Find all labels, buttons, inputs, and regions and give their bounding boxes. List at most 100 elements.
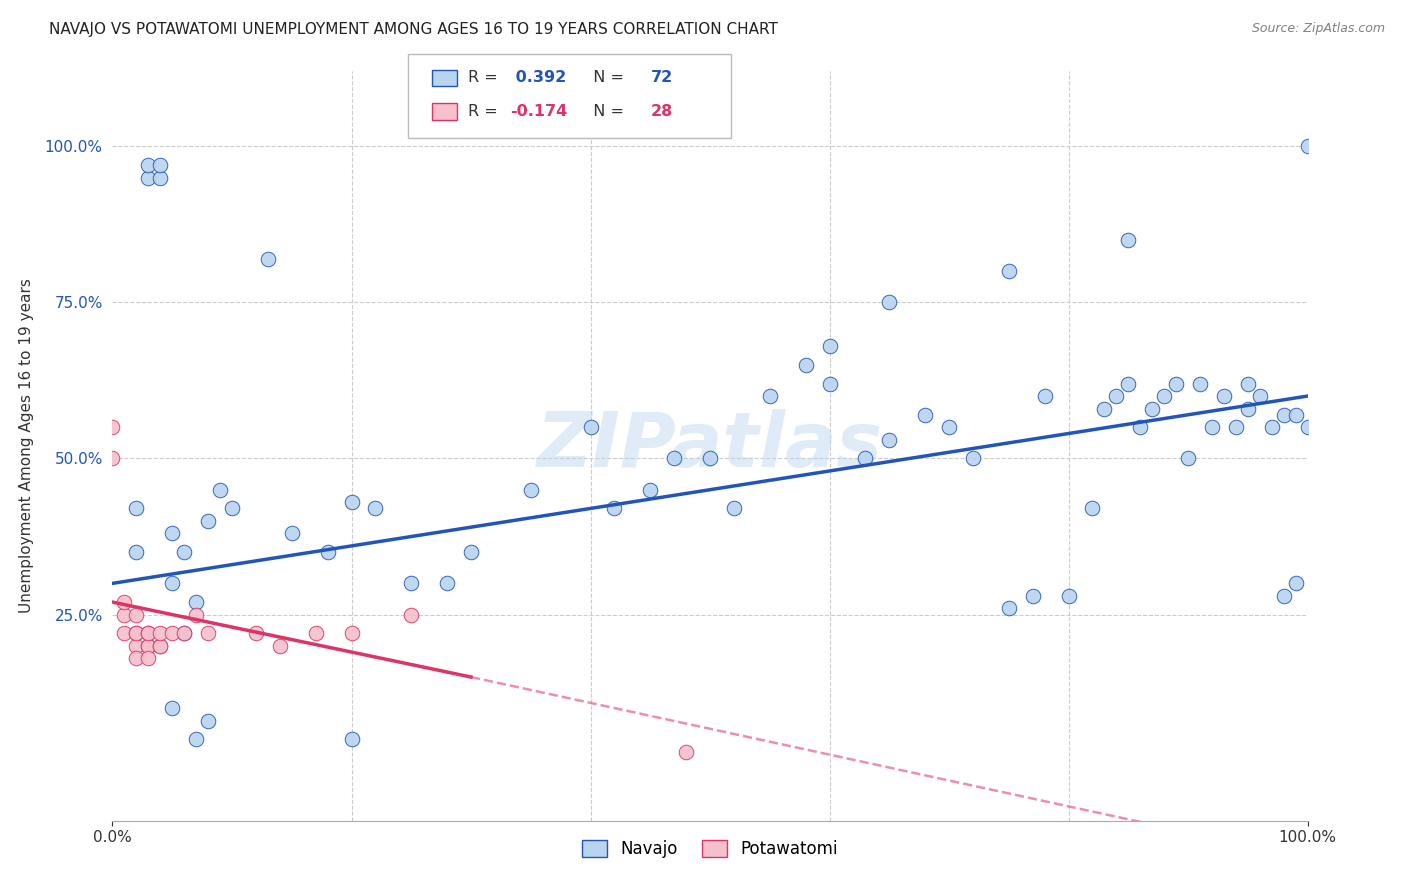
Point [1153, 389, 1175, 403]
Point [101, 451, 124, 466]
Point [603, 501, 626, 516]
Point [138, 639, 160, 653]
Point [1177, 451, 1199, 466]
Point [138, 639, 160, 653]
Point [245, 626, 267, 640]
Point [340, 732, 363, 747]
Text: Source: ZipAtlas.com: Source: ZipAtlas.com [1251, 22, 1385, 36]
Point [305, 626, 328, 640]
Point [138, 626, 160, 640]
Point [138, 626, 160, 640]
Point [125, 651, 148, 665]
Point [364, 501, 387, 516]
Point [149, 639, 172, 653]
Point [101, 420, 124, 434]
Point [818, 376, 841, 391]
Point [162, 576, 183, 591]
Point [664, 451, 686, 466]
Point [125, 545, 148, 559]
Point [149, 170, 172, 185]
Point [879, 295, 901, 310]
Point [699, 451, 721, 466]
Text: 28: 28 [651, 104, 673, 119]
Point [162, 701, 183, 715]
Text: N =: N = [583, 70, 630, 85]
Point [340, 495, 363, 509]
Text: -0.174: -0.174 [510, 104, 568, 119]
Point [1296, 420, 1319, 434]
Point [401, 607, 423, 622]
Point [125, 501, 148, 516]
Point [460, 545, 482, 559]
Point [1272, 589, 1295, 603]
Point [1296, 139, 1319, 153]
Point [1237, 401, 1260, 416]
Point [114, 595, 135, 609]
Text: 0.392: 0.392 [510, 70, 567, 85]
Point [723, 501, 745, 516]
Point [1057, 589, 1080, 603]
Point [209, 483, 232, 497]
Point [1225, 420, 1247, 434]
Point [1129, 420, 1152, 434]
Point [114, 626, 135, 640]
Point [162, 626, 183, 640]
Point [998, 264, 1021, 278]
Point [1201, 420, 1223, 434]
Point [138, 158, 160, 172]
Y-axis label: Unemployment Among Ages 16 to 19 years: Unemployment Among Ages 16 to 19 years [18, 278, 34, 614]
Point [1261, 420, 1284, 434]
Point [818, 339, 841, 353]
Text: R =: R = [468, 70, 503, 85]
Point [186, 595, 208, 609]
Point [114, 607, 135, 622]
Text: N =: N = [583, 104, 630, 119]
Point [221, 501, 243, 516]
Point [186, 732, 208, 747]
Point [1022, 589, 1045, 603]
Point [1142, 401, 1164, 416]
Point [269, 639, 291, 653]
Point [914, 408, 936, 422]
Point [340, 626, 363, 640]
Point [579, 420, 602, 434]
Point [149, 626, 172, 640]
Point [173, 626, 195, 640]
Point [794, 358, 817, 372]
Point [520, 483, 543, 497]
Point [1033, 389, 1056, 403]
Point [759, 389, 782, 403]
Text: 72: 72 [651, 70, 673, 85]
Point [938, 420, 960, 434]
Point [257, 252, 280, 266]
Point [401, 576, 423, 591]
Text: NAVAJO VS POTAWATOMI UNEMPLOYMENT AMONG AGES 16 TO 19 YEARS CORRELATION CHART: NAVAJO VS POTAWATOMI UNEMPLOYMENT AMONG … [49, 22, 778, 37]
Point [173, 626, 195, 640]
Point [1189, 376, 1212, 391]
Point [173, 545, 195, 559]
Point [125, 639, 148, 653]
Point [197, 626, 219, 640]
Point [1118, 376, 1140, 391]
Text: ZIPatlas: ZIPatlas [537, 409, 883, 483]
Point [197, 714, 219, 728]
Point [125, 607, 148, 622]
Point [186, 607, 208, 622]
Point [1272, 408, 1295, 422]
Point [162, 526, 183, 541]
Point [998, 601, 1021, 615]
Point [879, 433, 901, 447]
Point [962, 451, 984, 466]
Legend: Navajo, Potawatomi: Navajo, Potawatomi [575, 833, 845, 864]
Point [125, 626, 148, 640]
Text: R =: R = [468, 104, 503, 119]
Point [1081, 501, 1104, 516]
Point [640, 483, 662, 497]
Point [436, 576, 458, 591]
Point [1237, 376, 1260, 391]
Point [138, 651, 160, 665]
Point [675, 745, 697, 759]
Point [125, 626, 148, 640]
Point [1249, 389, 1271, 403]
Point [197, 514, 219, 528]
